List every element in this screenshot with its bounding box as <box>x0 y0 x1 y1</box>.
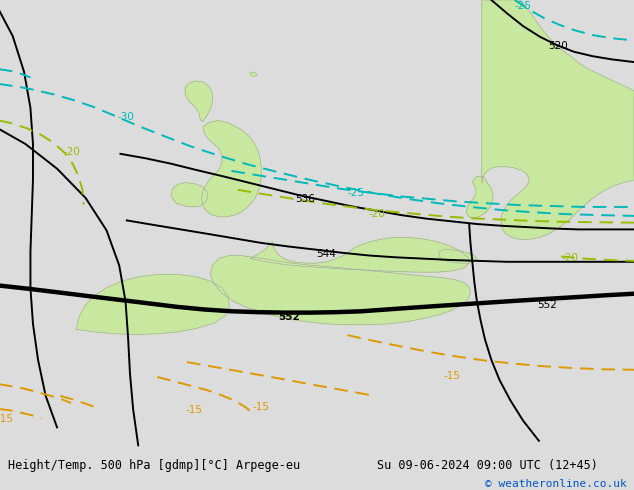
Text: -30: -30 <box>117 112 134 122</box>
Text: -20: -20 <box>63 147 81 157</box>
Text: -15: -15 <box>252 402 269 412</box>
Text: © weatheronline.co.uk: © weatheronline.co.uk <box>484 479 626 489</box>
Polygon shape <box>185 81 212 122</box>
Polygon shape <box>171 183 208 207</box>
Text: -25: -25 <box>347 188 365 197</box>
Text: 536: 536 <box>295 194 315 204</box>
Text: -20: -20 <box>561 253 578 263</box>
Polygon shape <box>250 238 469 272</box>
Text: -15: -15 <box>0 414 14 424</box>
Text: 552: 552 <box>538 300 557 310</box>
Polygon shape <box>76 274 230 335</box>
Polygon shape <box>202 121 261 217</box>
Text: -15: -15 <box>185 405 202 415</box>
Text: -20: -20 <box>369 209 386 219</box>
Text: 520: 520 <box>548 41 568 51</box>
Text: 544: 544 <box>316 249 335 259</box>
Text: Su 09-06-2024 09:00 UTC (12+45): Su 09-06-2024 09:00 UTC (12+45) <box>377 459 598 471</box>
Polygon shape <box>482 0 634 239</box>
Polygon shape <box>250 72 257 76</box>
Text: -15: -15 <box>444 370 461 381</box>
Polygon shape <box>439 249 477 263</box>
Text: -25: -25 <box>515 1 532 11</box>
Polygon shape <box>466 176 493 218</box>
Text: 552: 552 <box>278 312 299 322</box>
Polygon shape <box>210 255 470 325</box>
Text: Height/Temp. 500 hPa [gdmp][°C] Arpege-eu: Height/Temp. 500 hPa [gdmp][°C] Arpege-e… <box>8 459 300 471</box>
